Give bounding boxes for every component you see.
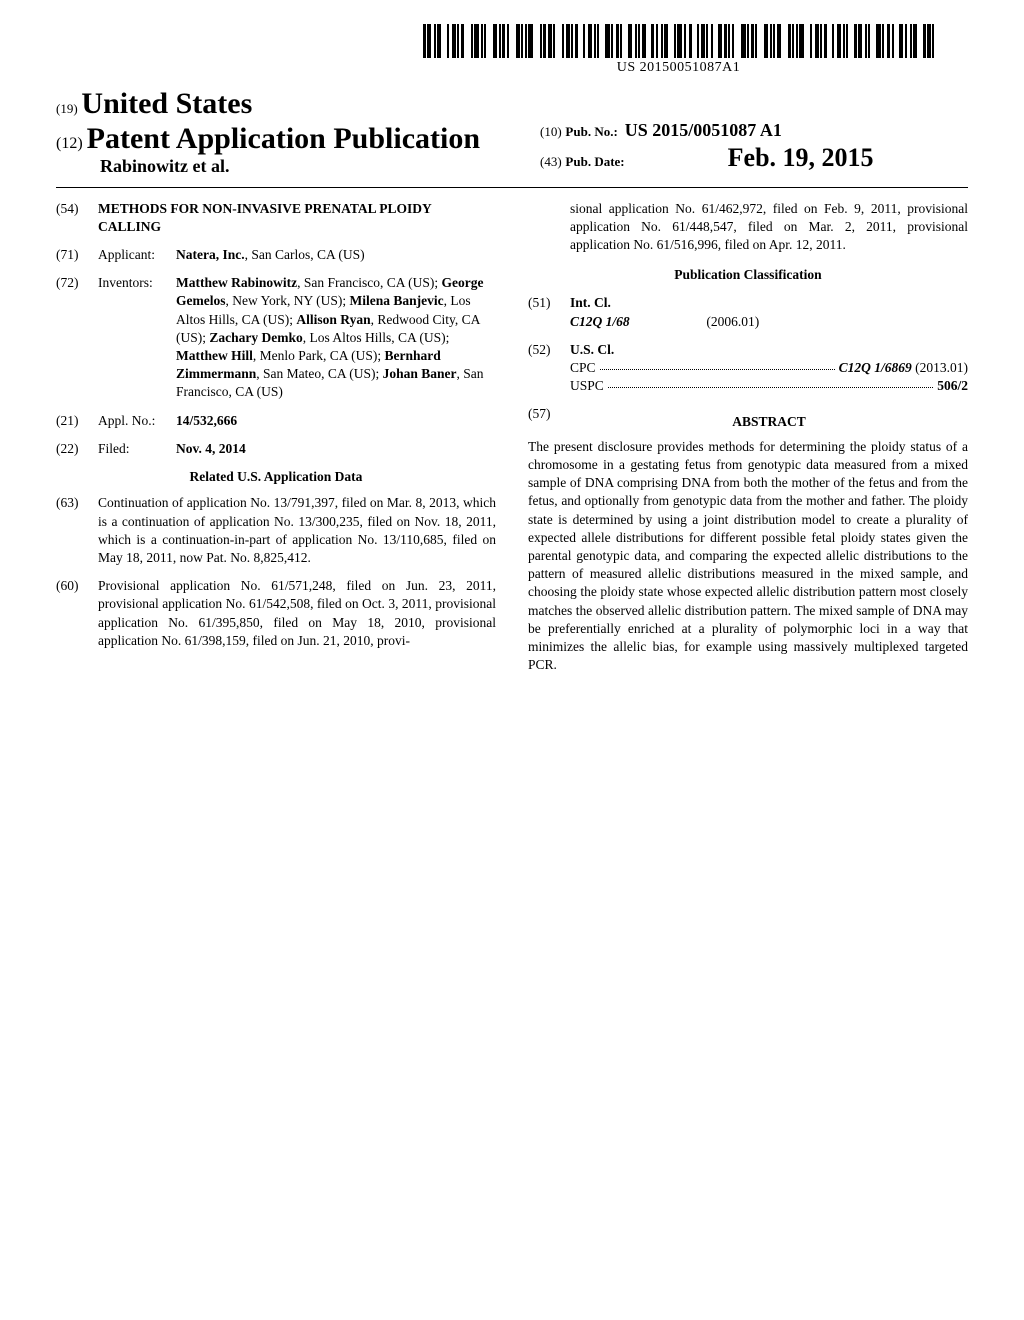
pubno: US 2015/0051087 A1 [625, 120, 782, 140]
cpc-line: CPC C12Q 1/6869 (2013.01) [570, 359, 968, 377]
field-54-title: (54) METHODS FOR NON-INVASIVE PRENATAL P… [56, 200, 496, 236]
inventor-location: , San Mateo, CA (US); [256, 366, 382, 381]
pubno-label: Pub. No.: [565, 124, 621, 139]
barcode-block: US 20150051087A1 [423, 24, 934, 76]
two-column-body: (54) METHODS FOR NON-INVASIVE PRENATAL P… [56, 200, 968, 675]
inid-19: (19) [56, 101, 78, 116]
inventor-name: Matthew Rabinowitz [176, 275, 297, 290]
barcode-number: US 20150051087A1 [423, 60, 934, 76]
inventor-location: , Menlo Park, CA (US); [253, 348, 385, 363]
inventor-location: , Los Altos Hills, CA (US); [303, 330, 450, 345]
inid-22: (22) [56, 440, 98, 458]
related-data-heading: Related U.S. Application Data [56, 468, 496, 486]
field-57-abstract-head: (57) ABSTRACT [528, 405, 968, 437]
abstract-text: The present disclosure provides methods … [528, 438, 968, 675]
inventor-name: Matthew Hill [176, 348, 253, 363]
field-72-inventors: (72) Inventors: Matthew Rabinowitz, San … [56, 274, 496, 402]
field-52-uscl: (52) U.S. Cl. CPC C12Q 1/6869 (2013.01) … [528, 341, 968, 396]
inid-63: (63) [56, 494, 98, 567]
inventor-location: , New York, NY (US); [226, 293, 350, 308]
provisional-text: Provisional application No. 61/571,248, … [98, 577, 496, 650]
provisional-continued: sional application No. 61/462,972, filed… [570, 200, 968, 255]
inid-60: (60) [56, 577, 98, 650]
inventor-name: Zachary Demko [209, 330, 302, 345]
inid-72: (72) [56, 274, 98, 402]
inventor-name: Milena Banjevic [350, 293, 444, 308]
applno-value: 14/532,666 [176, 412, 496, 430]
invention-title: METHODS FOR NON-INVASIVE PRENATAL PLOIDY… [98, 200, 496, 236]
pubdate: Feb. 19, 2015 [728, 143, 874, 172]
horizontal-rule [56, 187, 968, 188]
field-22-filed: (22) Filed: Nov. 4, 2014 [56, 440, 496, 458]
inid-54: (54) [56, 200, 98, 236]
inventor-name: Allison Ryan [296, 312, 370, 327]
left-column: (54) METHODS FOR NON-INVASIVE PRENATAL P… [56, 200, 496, 675]
inid-12: (12) [56, 135, 83, 152]
field-60-provisional: (60) Provisional application No. 61/571,… [56, 577, 496, 650]
country: United States [81, 87, 252, 120]
inid-57: (57) [528, 405, 570, 437]
uscl-body: U.S. Cl. CPC C12Q 1/6869 (2013.01) USPC … [570, 341, 968, 396]
inid-21: (21) [56, 412, 98, 430]
inventor-name: Johan Baner [383, 366, 457, 381]
inid-51: (51) [528, 294, 570, 330]
inid-43: (43) [540, 154, 562, 169]
filed-value: Nov. 4, 2014 [176, 440, 496, 458]
barcode [423, 24, 934, 58]
pubdate-label: Pub. Date: [565, 154, 627, 169]
right-column: sional application No. 61/462,972, filed… [528, 200, 968, 675]
applno-label: Appl. No.: [98, 412, 176, 430]
field-63-continuation: (63) Continuation of application No. 13/… [56, 494, 496, 567]
inventors-label: Inventors: [98, 274, 176, 402]
inventor-location: , San Francisco, CA (US); [297, 275, 441, 290]
field-51-intcl: (51) Int. Cl. C12Q 1/68 (2006.01) [528, 294, 968, 330]
doc-type: Patent Application Publication [87, 122, 480, 155]
inid-52: (52) [528, 341, 570, 396]
inid-71: (71) [56, 246, 98, 264]
applicant-value: Natera, Inc., San Carlos, CA (US) [176, 246, 496, 264]
inid-10: (10) [540, 124, 562, 139]
continuation-text: Continuation of application No. 13/791,3… [98, 494, 496, 567]
uspc-line: USPC 506/2 [570, 377, 968, 395]
inventors-list: Matthew Rabinowitz, San Francisco, CA (U… [176, 274, 496, 402]
intcl-body: Int. Cl. C12Q 1/68 (2006.01) [570, 294, 968, 330]
field-71-applicant: (71) Applicant: Natera, Inc., San Carlos… [56, 246, 496, 264]
patent-front-page: US 20150051087A1 (19) United States (12)… [0, 0, 1024, 1320]
abstract-heading: ABSTRACT [570, 413, 968, 431]
field-21-applno: (21) Appl. No.: 14/532,666 [56, 412, 496, 430]
pub-classification-heading: Publication Classification [528, 266, 968, 284]
applicant-label: Applicant: [98, 246, 176, 264]
filed-label: Filed: [98, 440, 176, 458]
pub-info-block: (10) Pub. No.: US 2015/0051087 A1 (43) P… [540, 120, 874, 173]
